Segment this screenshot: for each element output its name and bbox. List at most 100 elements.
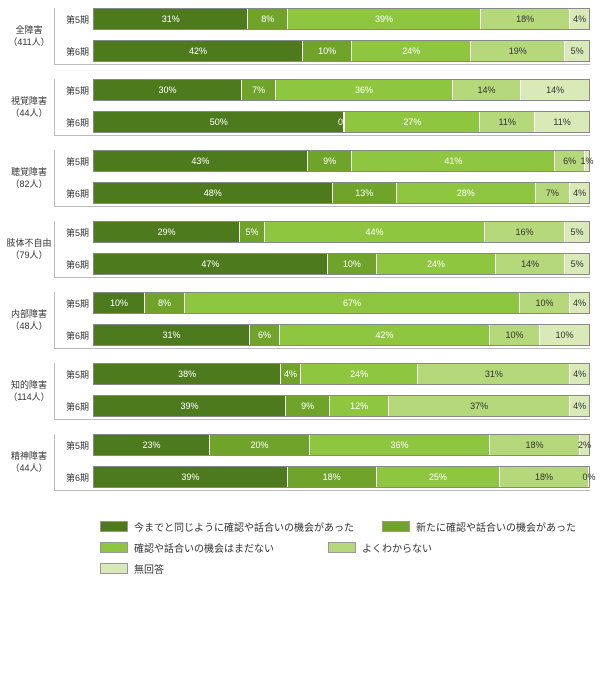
group-label: 肢体不自由（79人） [4,221,54,278]
stacked-bar: 10%8%67%10%4% [93,292,590,314]
group-bars: 第5期38%4%24%31%4%第6期39%9%12%37%4% [54,363,590,420]
chart-group: 全障害（411人）第5期31%8%39%18%4%第6期42%10%24%19%… [4,8,590,65]
group-count: （82人） [10,179,47,191]
bar-segment: 67% [184,293,519,313]
row-label: 第5期 [55,13,93,26]
bar-segment: 41% [351,151,554,171]
group-label: 視覚障害（44人） [4,79,54,136]
segment-value: 31% [485,369,503,379]
bar-row: 第6期48%13%28%7%4% [55,182,590,204]
bar-segment: 5% [564,254,589,274]
row-label: 第5期 [55,226,93,239]
row-label: 第5期 [55,84,93,97]
group-name: 知的障害 [11,380,47,392]
segment-value: 6% [258,330,271,340]
bar-segment: 48% [94,183,332,203]
bar-segment: 10% [302,41,352,61]
stacked-bar: 50%0%27%11%11% [93,111,590,133]
bar-row: 第6期39%9%12%37%4% [55,395,590,417]
bar-segment: 43% [94,151,307,171]
row-label: 第6期 [55,258,93,271]
segment-value: 39% [375,14,393,24]
segment-value: 4% [573,14,586,24]
bar-segment: 37% [388,396,569,416]
segment-value: 10% [110,298,128,308]
row-label: 第6期 [55,116,93,129]
bar-row: 第5期10%8%67%10%4% [55,292,590,314]
stacked-bar: 31%6%42%10%10% [93,324,590,346]
segment-value: 8% [158,298,171,308]
row-label: 第5期 [55,155,93,168]
bar-segment: 10% [327,254,377,274]
bar-segment: 4% [569,293,589,313]
row-label: 第6期 [55,400,93,413]
bar-segment: 20% [209,435,309,455]
group-name: 肢体不自由 [6,238,51,250]
group-label: 聴覚障害（82人） [4,150,54,207]
segment-value: 14% [521,259,539,269]
bar-segment: 16% [484,222,564,242]
bar-segment: 39% [287,9,480,29]
group-bars: 第5期23%20%36%18%2%第6期39%18%25%18%0% [54,434,590,491]
bar-segment: 6% [249,325,279,345]
group-name: 精神障害 [11,451,47,463]
group-count: （44人） [10,108,47,120]
bar-row: 第6期50%0%27%11%11% [55,111,590,133]
bar-row: 第5期29%5%44%16%5% [55,221,590,243]
legend-item: 今までと同じように確認や話合いの機会があった [100,519,354,534]
segment-value: 5% [570,227,583,237]
segment-value: 18% [535,472,553,482]
segment-value: 10% [505,330,523,340]
bar-segment: 11% [534,112,589,132]
segment-value: 6% [563,156,576,166]
segment-value: 67% [343,298,361,308]
group-bars: 第5期29%5%44%16%5%第6期47%10%24%14%5% [54,221,590,278]
group-count: （79人） [10,250,47,262]
bar-segment: 8% [247,9,287,29]
chart-legend: 今までと同じように確認や話合いの機会があった新たに確認や話合いの機会があった確認… [0,513,600,580]
group-count: （411人） [8,37,49,49]
segment-value: 38% [178,369,196,379]
row-label: 第6期 [55,471,93,484]
bar-segment: 7% [241,80,275,100]
segment-value: 20% [250,440,268,450]
segment-value: 28% [457,188,475,198]
bar-segment: 14% [520,80,589,100]
bar-segment: 27% [344,112,479,132]
segment-value: 4% [573,401,586,411]
bar-row: 第6期39%18%25%18%0% [55,466,590,488]
legend-label: 確認や話合いの機会はまだない [134,540,274,555]
segment-value: 19% [509,46,527,56]
bar-segment: 10% [489,325,539,345]
bar-segment: 31% [94,9,247,29]
stacked-bar: 48%13%28%7%4% [93,182,590,204]
stacked-bar-chart: 全障害（411人）第5期31%8%39%18%4%第6期42%10%24%19%… [0,0,600,513]
bar-segment: 18% [499,467,588,487]
legend-item: よくわからない [328,540,528,555]
segment-value: 4% [573,188,586,198]
legend-label: 無回答 [134,561,164,576]
segment-value: 5% [245,227,258,237]
stacked-bar: 38%4%24%31%4% [93,363,590,385]
bar-segment: 7% [535,183,570,203]
segment-value: 24% [350,369,368,379]
bar-segment: 4% [569,396,589,416]
bar-segment: 9% [307,151,352,171]
legend-item: 確認や話合いの機会はまだない [100,540,300,555]
row-label: 第5期 [55,368,93,381]
bar-segment: 30% [94,80,241,100]
bar-segment: 10% [94,293,144,313]
bar-segment: 5% [564,41,589,61]
legend-swatch [100,563,128,574]
stacked-bar: 29%5%44%16%5% [93,221,590,243]
bar-segment: 47% [94,254,327,274]
segment-value: 41% [444,156,462,166]
segment-value: 10% [555,330,573,340]
segment-value: 8% [261,14,274,24]
segment-value: 11% [498,117,515,127]
segment-value: 24% [427,259,445,269]
bar-segment: 1% [584,151,589,171]
segment-value: 18% [323,472,341,482]
stacked-bar: 39%9%12%37%4% [93,395,590,417]
segment-value: 47% [201,259,219,269]
